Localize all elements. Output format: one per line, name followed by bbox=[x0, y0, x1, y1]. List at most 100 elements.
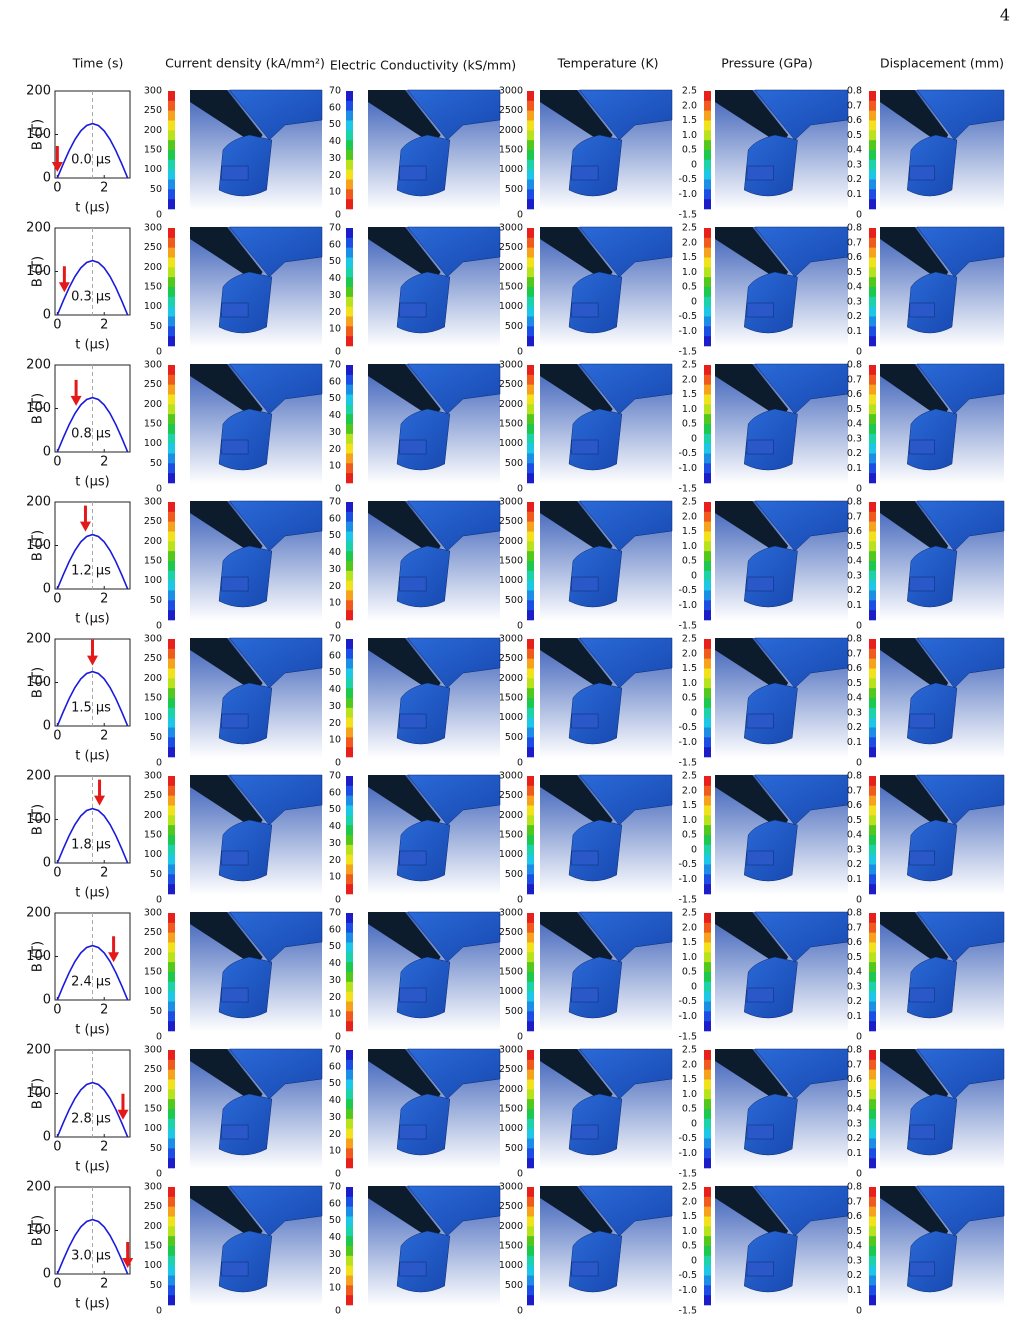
colorbar-segment bbox=[346, 1187, 353, 1198]
colorbar-tick-label: 60 bbox=[329, 787, 341, 798]
colorbar-segment bbox=[346, 1255, 353, 1266]
time-arrow bbox=[58, 266, 70, 293]
colorbar-segment bbox=[869, 140, 876, 151]
colorbar-segment bbox=[346, 433, 353, 444]
colorbar-segment bbox=[704, 561, 711, 572]
colorbar-tick-label: 2000 bbox=[499, 1084, 523, 1095]
colorbar-tick-label: 0.8 bbox=[847, 634, 862, 645]
colorbar-tick-label: 0.3 bbox=[847, 570, 862, 581]
coil-arm bbox=[579, 774, 673, 826]
simulation-image bbox=[715, 363, 849, 484]
colorbar-tick-label: 250 bbox=[144, 242, 162, 253]
coil-foot bbox=[399, 439, 427, 455]
colorbar-segment bbox=[346, 414, 353, 425]
coil-body bbox=[218, 819, 273, 882]
colorbar-segment bbox=[168, 453, 175, 464]
colorbar-tick-label: 30 bbox=[329, 1112, 341, 1123]
electrode bbox=[715, 638, 789, 693]
electrode bbox=[715, 501, 789, 556]
electrode bbox=[540, 912, 613, 967]
colorbar-tick-label: 1000 bbox=[499, 438, 523, 449]
colorbar-segment bbox=[869, 678, 876, 689]
coil-arm bbox=[754, 774, 849, 826]
coil-arm bbox=[754, 1185, 849, 1237]
colorbar-tick-label: 60 bbox=[329, 376, 341, 387]
colorbar-segment bbox=[346, 776, 353, 787]
colorbar-segment bbox=[869, 502, 876, 513]
y-tick-label: 0 bbox=[43, 993, 51, 1008]
x-axis-label: t (μs) bbox=[75, 1297, 109, 1312]
colorbar-tick-label: -0.5 bbox=[678, 859, 697, 870]
colorbar-segment bbox=[168, 913, 175, 924]
colorbar-segment bbox=[527, 316, 534, 327]
colorbar-tick-label: 0.4 bbox=[847, 1104, 862, 1115]
colorbar-tick-label: 50 bbox=[329, 256, 341, 267]
x-tick-label: 2 bbox=[100, 1140, 108, 1155]
colorbar-tick-label: 0.5 bbox=[847, 678, 862, 689]
colorbar-segment bbox=[869, 648, 876, 659]
simulation-image bbox=[715, 911, 849, 1032]
colorbar-tick-label: 0.5 bbox=[682, 556, 697, 567]
electrode bbox=[190, 1049, 263, 1104]
colorbar-tick-label: -1.0 bbox=[678, 737, 697, 748]
x-axis-label: t (μs) bbox=[75, 1160, 109, 1175]
colorbar-segment bbox=[527, 179, 534, 190]
time-arrow bbox=[70, 379, 82, 406]
colorbar-segment bbox=[704, 1118, 711, 1129]
simulation-image bbox=[368, 500, 501, 621]
colorbar-tick-label: 2.5 bbox=[682, 86, 697, 97]
simulation-image bbox=[715, 774, 849, 895]
colorbar-tick-label: 0.7 bbox=[847, 1059, 862, 1070]
colorbar-segment bbox=[869, 942, 876, 953]
colorbar-segment bbox=[527, 1148, 534, 1159]
colorbar-tick-label: 0.6 bbox=[847, 526, 862, 537]
colorbar-segment bbox=[869, 159, 876, 170]
colorbar-segment bbox=[346, 835, 353, 846]
colorbar-segment bbox=[704, 453, 711, 464]
time-label: 1.8 μs bbox=[71, 838, 111, 853]
coil-body bbox=[568, 1093, 623, 1156]
electrode bbox=[540, 1186, 613, 1241]
coil-foot bbox=[746, 1261, 774, 1277]
colorbar-segment bbox=[346, 570, 353, 581]
colorbar-tick-label: 60 bbox=[329, 924, 341, 935]
colorbar-tick-label: 1.0 bbox=[682, 952, 697, 963]
colorbar-segment bbox=[527, 737, 534, 748]
colorbar-segment bbox=[168, 561, 175, 572]
time-label: 0.8 μs bbox=[71, 427, 111, 442]
colorbar-segment bbox=[704, 1109, 711, 1120]
colorbar-tick-label: 0 bbox=[517, 484, 523, 495]
colorbar-segment bbox=[346, 981, 353, 992]
colorbar-tick-label: 0.1 bbox=[847, 874, 862, 885]
colorbar-tick-label: 50 bbox=[150, 458, 162, 469]
colorbar-segment bbox=[168, 1196, 175, 1207]
colorbar-segment bbox=[346, 91, 353, 102]
colorbar-tick-label: 300 bbox=[144, 771, 162, 782]
colorbar-tick-label: -1.0 bbox=[678, 463, 697, 474]
colorbar-segment bbox=[527, 453, 534, 464]
colorbar-tick-label: 0 bbox=[335, 1306, 341, 1317]
colorbar-segment bbox=[168, 610, 175, 621]
colorbar-tick-label: 200 bbox=[144, 399, 162, 410]
coil-foot bbox=[571, 1261, 599, 1277]
colorbar-tick-label: -1.5 bbox=[678, 621, 697, 632]
colorbar-tick-label: 1.5 bbox=[682, 526, 697, 537]
colorbar-tick-label: 10 bbox=[329, 1146, 341, 1157]
coil-foot bbox=[221, 302, 249, 318]
x-tick-label: 2 bbox=[100, 1277, 108, 1292]
colorbar-segment bbox=[869, 1001, 876, 1012]
coil-foot bbox=[399, 987, 427, 1003]
colorbar-tick-label: 0.1 bbox=[847, 737, 862, 748]
coil-arm bbox=[579, 226, 673, 278]
colorbar-segment bbox=[168, 707, 175, 718]
colorbar-tick-label: -0.5 bbox=[678, 722, 697, 733]
colorbar-tick-label: 0 bbox=[517, 895, 523, 906]
colorbar-tick-label: 60 bbox=[329, 1061, 341, 1072]
electrode bbox=[715, 1049, 789, 1104]
colorbar-segment bbox=[527, 130, 534, 141]
simulation-image bbox=[540, 89, 673, 210]
colorbar-segment bbox=[168, 942, 175, 953]
electrode bbox=[540, 501, 613, 556]
coil-arm bbox=[754, 89, 849, 141]
colorbar-segment bbox=[704, 707, 711, 718]
